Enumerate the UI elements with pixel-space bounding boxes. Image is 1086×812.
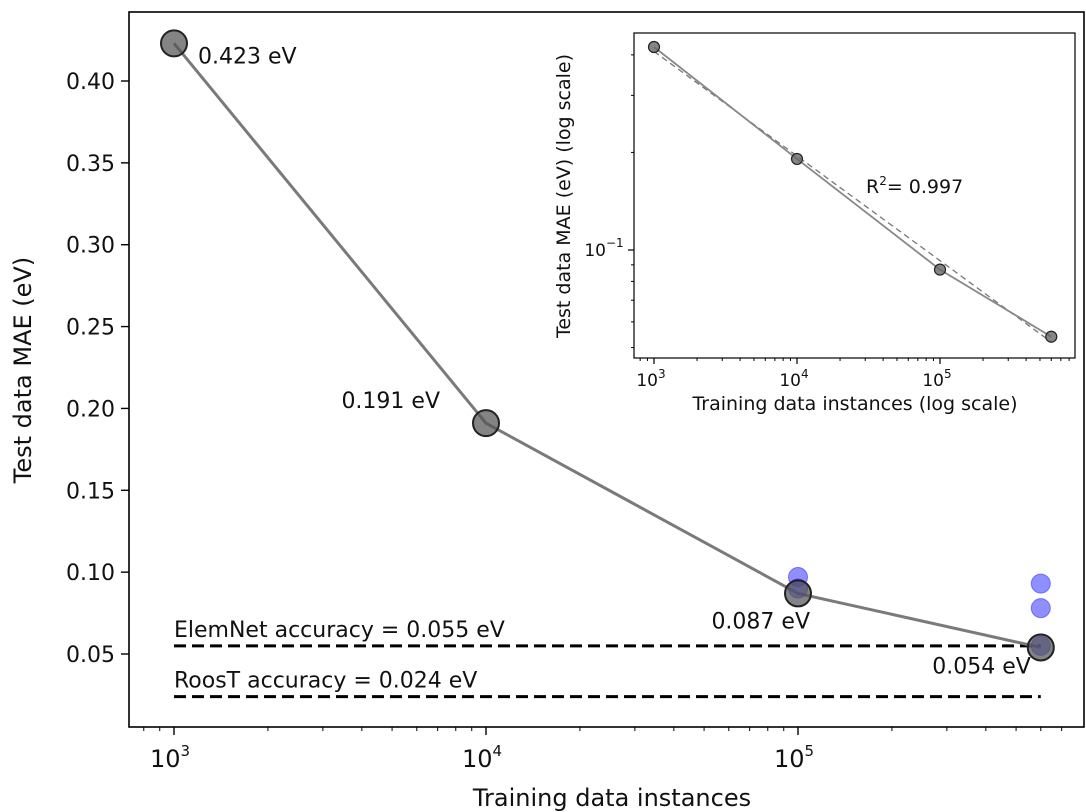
inset-point — [1045, 330, 1058, 343]
y-axis-ticks: 0.05 0.10 0.15 0.20 0.25 0.30 0.35 0.40 — [66, 70, 129, 668]
series-line-group — [172, 42, 1042, 649]
y-tick-label: 0.40 — [66, 70, 115, 95]
inset-plot: 103 104 105 10−1 R2= 0.997 Training data i… — [553, 32, 1076, 415]
y-tick-label: 0.25 — [66, 316, 115, 341]
x-tick-label-base: 10 — [150, 745, 181, 773]
annotation-r: R — [866, 176, 879, 198]
inset-y-tick-label-exponent: −1 — [606, 236, 624, 250]
data-label: 0.054 eV — [932, 654, 1031, 679]
x-tick-label-exponent: 4 — [493, 742, 503, 760]
inset-x-tick-label-base: 10 — [636, 371, 658, 391]
inset-point — [647, 40, 661, 54]
data-label: 0.423 eV — [198, 44, 297, 69]
inset-plot-frame — [633, 32, 1076, 359]
x-axis-label: Training data instances — [472, 784, 751, 812]
inset-x-tick-label-base: 10 — [922, 371, 944, 391]
x-tick-label-base: 10 — [774, 745, 805, 773]
y-axis-label: Test data MAE (eV) — [9, 257, 37, 484]
y-tick-label: 0.10 — [66, 561, 115, 586]
inset-y-axis-label: Test data MAE (eV) (log scale) — [553, 54, 575, 339]
reference-line-label: ElemNet accuracy = 0.055 eV — [174, 618, 505, 643]
y-tick-label: 0.35 — [66, 152, 115, 177]
inset-x-tick-label: 104 — [779, 367, 808, 391]
series-points-group — [160, 29, 1055, 662]
main-plot: ElemNet accuracy = 0.055 eV RoosT accurac… — [9, 11, 1085, 812]
series-point — [472, 409, 500, 438]
extra-point — [1030, 573, 1051, 594]
x-tick-label-exponent: 5 — [805, 742, 815, 760]
y-tick-label: 0.15 — [66, 479, 115, 504]
series-line — [172, 42, 1042, 649]
series-point — [784, 579, 812, 608]
inset-x-tick-label-base: 10 — [779, 371, 801, 391]
inset-background — [634, 33, 1075, 358]
inset-y-tick-label: 10−1 — [584, 236, 623, 261]
inset-y-axis-ticks: 10−1 — [584, 54, 634, 349]
annotation-value: = 0.997 — [887, 176, 963, 198]
inset-point — [790, 152, 804, 166]
reference-line-label: RoosT accuracy = 0.024 eV — [174, 669, 477, 694]
inset-x-tick-label-exponent: 5 — [944, 367, 952, 381]
inset-x-tick-label-exponent: 4 — [801, 367, 809, 381]
y-tick-label: 0.05 — [66, 643, 115, 668]
y-tick-label: 0.30 — [66, 234, 115, 259]
inset-y-tick-label-base: 10 — [584, 241, 606, 261]
data-labels-group: 0.423 eV 0.191 eV 0.087 eV 0.054 eV — [198, 44, 1031, 679]
extra-point — [1030, 598, 1051, 619]
x-tick-label-exponent: 3 — [181, 742, 191, 760]
data-label: 0.191 eV — [341, 389, 440, 414]
series-point — [1026, 633, 1055, 662]
x-tick-label: 104 — [462, 742, 502, 773]
inset-series-line — [653, 46, 1052, 338]
reference-lines: ElemNet accuracy = 0.055 eV RoosT accurac… — [174, 618, 1041, 699]
inset-x-tick-label: 105 — [922, 367, 951, 391]
main-plot-frame — [128, 11, 1085, 728]
inset-x-axis-label: Training data instances (log scale) — [691, 393, 1017, 415]
inset-point — [933, 263, 947, 276]
inset-x-tick-label: 103 — [636, 367, 665, 391]
x-tick-label: 103 — [150, 742, 190, 773]
y-tick-label: 0.20 — [66, 397, 115, 422]
inset-points-group — [647, 40, 1058, 343]
inset-x-axis-ticks: 103 104 105 — [636, 358, 1070, 391]
inset-series-line-group — [653, 46, 1052, 338]
annotation-exponent: 2 — [879, 174, 887, 188]
x-tick-label: 105 — [774, 742, 814, 773]
series-point — [160, 29, 188, 58]
inset-x-tick-label-exponent: 3 — [658, 367, 666, 381]
inset-r-squared-annotation: R2= 0.997 — [866, 174, 963, 198]
data-label: 0.087 eV — [711, 609, 810, 634]
x-axis-ticks: 103 104 105 — [143, 727, 1063, 773]
x-tick-label-base: 10 — [462, 745, 493, 773]
